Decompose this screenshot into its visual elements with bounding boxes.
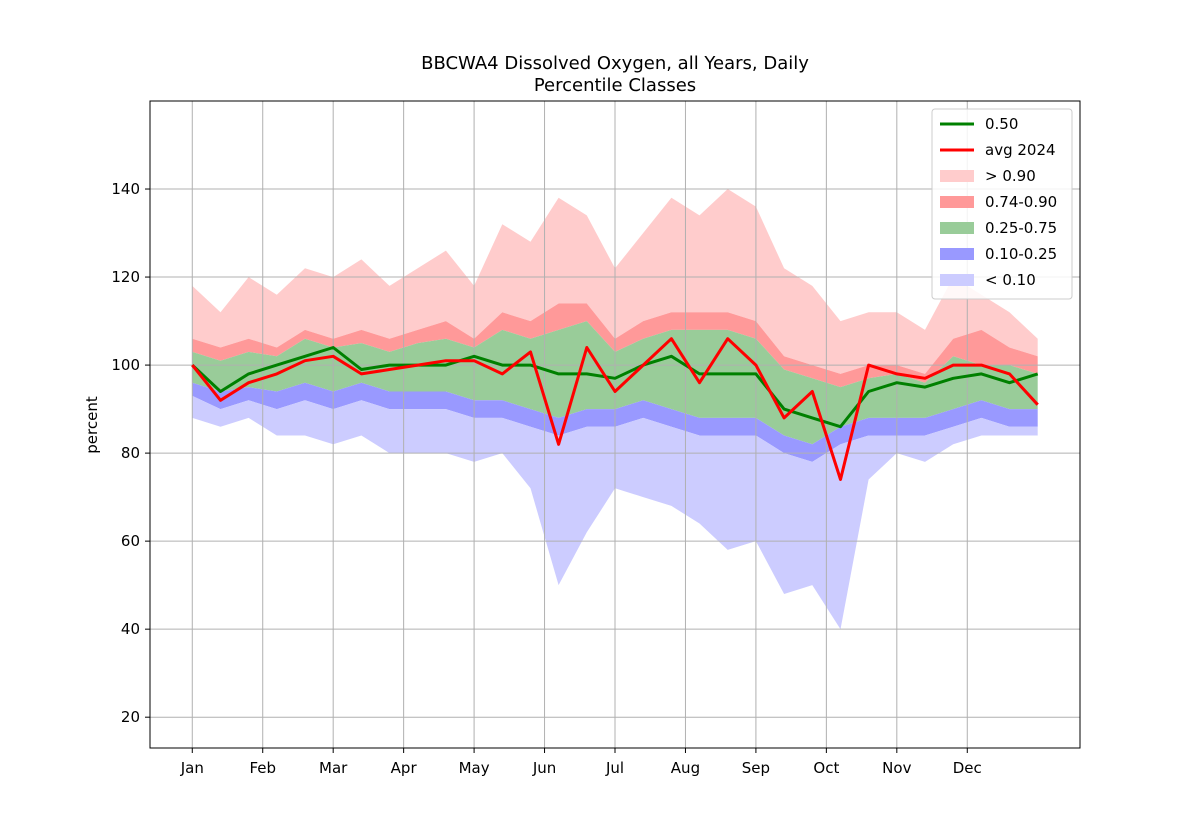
x-tick-label: Mar [319, 759, 348, 777]
y-axis-ticks: 20 40 60 80 100 120 140 [111, 180, 150, 726]
grid-lines [150, 101, 1080, 748]
y-axis-label: percent [83, 396, 101, 454]
legend-swatch [940, 196, 974, 208]
y-tick-label: 140 [111, 180, 140, 198]
x-tick-label: Jul [605, 759, 624, 777]
x-tick-label: Jan [180, 759, 204, 777]
x-tick-label: Sep [742, 759, 770, 777]
legend-swatch [940, 222, 974, 234]
legend-label: 0.10-0.25 [985, 245, 1057, 263]
y-tick-label: 100 [111, 356, 140, 374]
x-tick-label: Nov [882, 759, 911, 777]
x-axis-ticks: Jan Feb Mar Apr May Jun Jul Aug Sep Oct Nov Dec [180, 748, 982, 777]
legend-swatch [940, 248, 974, 260]
x-tick-label: Jun [532, 759, 556, 777]
legend-label: 0.74-0.90 [985, 193, 1057, 211]
legend-label: avg 2024 [985, 141, 1056, 159]
y-tick-label: 60 [121, 532, 140, 550]
chart-title-line-1: BBCWA4 Dissolved Oxygen, all Years, Dail… [421, 53, 809, 74]
legend-label: 0.50 [985, 115, 1018, 133]
legend-label: > 0.90 [985, 167, 1036, 185]
y-tick-label: 20 [121, 708, 140, 726]
x-tick-label: Feb [249, 759, 276, 777]
x-tick-label: Apr [391, 759, 418, 777]
series-lines [191, 337, 1039, 481]
legend-swatch [940, 170, 974, 182]
y-tick-label: 80 [121, 444, 140, 462]
legend-label: < 0.10 [985, 271, 1036, 289]
x-tick-label: May [459, 759, 490, 777]
line-avg 2024 [191, 337, 1039, 481]
line-0.50 [191, 346, 1039, 429]
y-tick-label: 40 [121, 620, 140, 638]
y-tick-label: 120 [111, 268, 140, 286]
x-tick-label: Aug [671, 759, 700, 777]
chart-title-line-2: Percentile Classes [534, 75, 696, 96]
legend: 0.50 avg 2024 > 0.90 0.74-0.90 0.25-0.75 0.10… [931, 108, 1073, 300]
legend-swatch [940, 274, 974, 286]
x-tick-label: Oct [813, 759, 839, 777]
x-tick-label: Dec [953, 759, 982, 777]
legend-label: 0.25-0.75 [985, 219, 1057, 237]
